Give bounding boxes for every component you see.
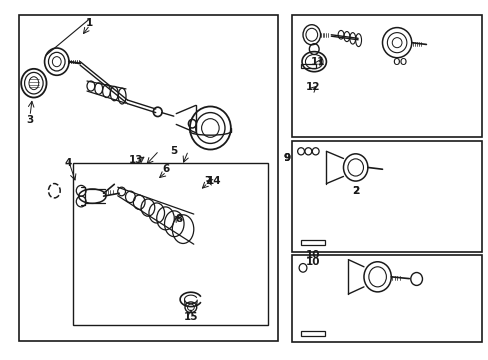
Bar — [292, 255, 482, 342]
Bar — [301, 240, 325, 244]
Bar — [292, 15, 482, 137]
Text: 10: 10 — [305, 250, 319, 260]
Text: 8: 8 — [175, 214, 182, 224]
Text: 2: 2 — [351, 186, 359, 197]
Text: 9: 9 — [283, 153, 290, 163]
Text: 15: 15 — [183, 312, 198, 322]
Bar — [301, 331, 325, 336]
Bar — [73, 163, 267, 325]
Text: 2: 2 — [351, 186, 359, 197]
Text: 13: 13 — [129, 155, 143, 165]
Text: 7: 7 — [204, 176, 211, 186]
Text: 12: 12 — [305, 82, 319, 93]
Bar — [19, 15, 277, 341]
Text: 9: 9 — [283, 153, 290, 163]
Text: 11: 11 — [310, 57, 324, 67]
Text: 5: 5 — [170, 145, 177, 156]
Text: 6: 6 — [163, 164, 170, 174]
Text: 1: 1 — [86, 18, 93, 28]
Text: 3: 3 — [26, 115, 34, 125]
Bar — [301, 64, 315, 68]
Text: 10: 10 — [305, 257, 319, 267]
Text: 14: 14 — [206, 176, 221, 186]
Text: 4: 4 — [64, 158, 72, 168]
Text: oo: oo — [391, 55, 407, 68]
Bar — [292, 140, 482, 252]
